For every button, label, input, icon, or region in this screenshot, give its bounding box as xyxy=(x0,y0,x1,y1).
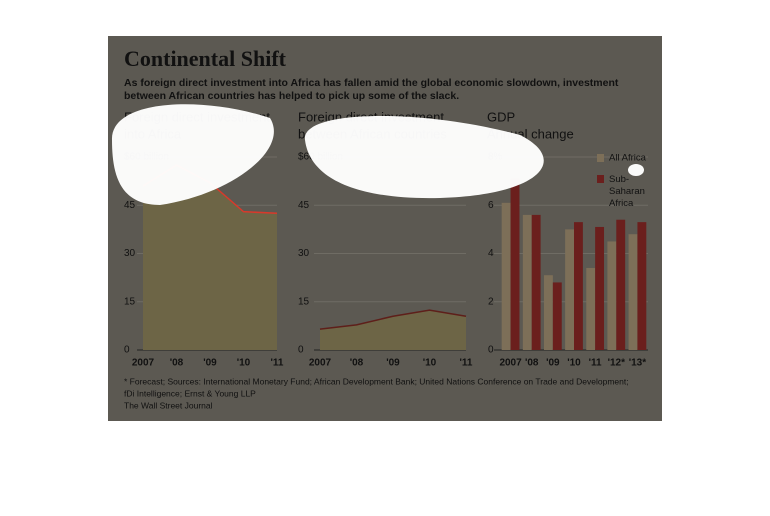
page-title: Continental Shift xyxy=(124,46,287,71)
x-tick-label: '08 xyxy=(350,358,364,369)
x-tick-label: '11 xyxy=(589,358,602,369)
subtitle: As foreign direct investment into Africa… xyxy=(124,77,619,89)
footnote: fDi Intelligence; Ernst & Young LLP xyxy=(124,388,256,398)
bar xyxy=(565,229,574,350)
bar xyxy=(616,219,626,350)
x-tick-label: 2007 xyxy=(499,358,522,369)
x-tick-label: '13* xyxy=(629,358,647,369)
x-tick-label: '09 xyxy=(546,358,560,369)
x-tick-label: '09 xyxy=(386,358,400,369)
legend-label: Sub-Saharan Africa xyxy=(609,174,645,209)
x-tick-label: '10 xyxy=(237,358,251,369)
x-tick-label: '10 xyxy=(423,358,437,369)
x-tick-label: 2007 xyxy=(132,358,155,369)
bar xyxy=(637,222,647,350)
legend-label: All Africa xyxy=(609,153,647,164)
bar xyxy=(574,222,583,350)
x-tick-label: 2007 xyxy=(309,358,332,369)
area xyxy=(143,165,277,350)
y-tick-label: 0 xyxy=(488,345,494,356)
line xyxy=(319,309,467,330)
area xyxy=(320,310,466,350)
x-tick-label: '10 xyxy=(567,358,581,369)
x-tick-label: '08 xyxy=(170,358,184,369)
chart-title: GDP xyxy=(487,109,515,124)
bar xyxy=(522,214,532,350)
bar xyxy=(531,214,541,350)
highlight-blob xyxy=(304,116,544,199)
bar xyxy=(586,267,596,350)
legend-swatch xyxy=(597,154,604,162)
x-tick-label: '11 xyxy=(271,358,284,369)
y-tick-label: 30 xyxy=(124,248,136,259)
y-tick-label: 6 xyxy=(488,200,494,211)
bar xyxy=(510,178,520,350)
bar xyxy=(501,202,511,350)
x-tick-label: '09 xyxy=(203,358,217,369)
y-tick-label: 30 xyxy=(298,248,310,259)
footnote: * Forecast; Sources: International Monet… xyxy=(124,376,629,386)
highlight-blob xyxy=(111,104,274,205)
y-tick-label: 15 xyxy=(124,296,136,307)
bar xyxy=(628,234,638,350)
bar xyxy=(607,241,617,350)
y-tick-label: 0 xyxy=(124,345,130,356)
y-tick-label: 45 xyxy=(298,200,310,211)
y-tick-label: 4 xyxy=(488,248,494,259)
legend-swatch xyxy=(597,175,604,183)
credit: The Wall Street Journal xyxy=(124,400,213,410)
x-tick-label: '11 xyxy=(460,358,473,369)
y-tick-label: 15 xyxy=(298,296,310,307)
bar xyxy=(595,226,605,350)
subtitle: between African countries has helped to … xyxy=(124,90,459,102)
bar xyxy=(543,275,553,350)
x-tick-label: '08 xyxy=(525,358,539,369)
highlight-blob xyxy=(628,164,644,176)
x-tick-label: '12* xyxy=(608,358,626,369)
y-tick-label: 2 xyxy=(488,296,494,307)
bar xyxy=(552,282,562,350)
y-tick-label: 0 xyxy=(298,345,304,356)
y-tick-label: 45 xyxy=(124,200,136,211)
